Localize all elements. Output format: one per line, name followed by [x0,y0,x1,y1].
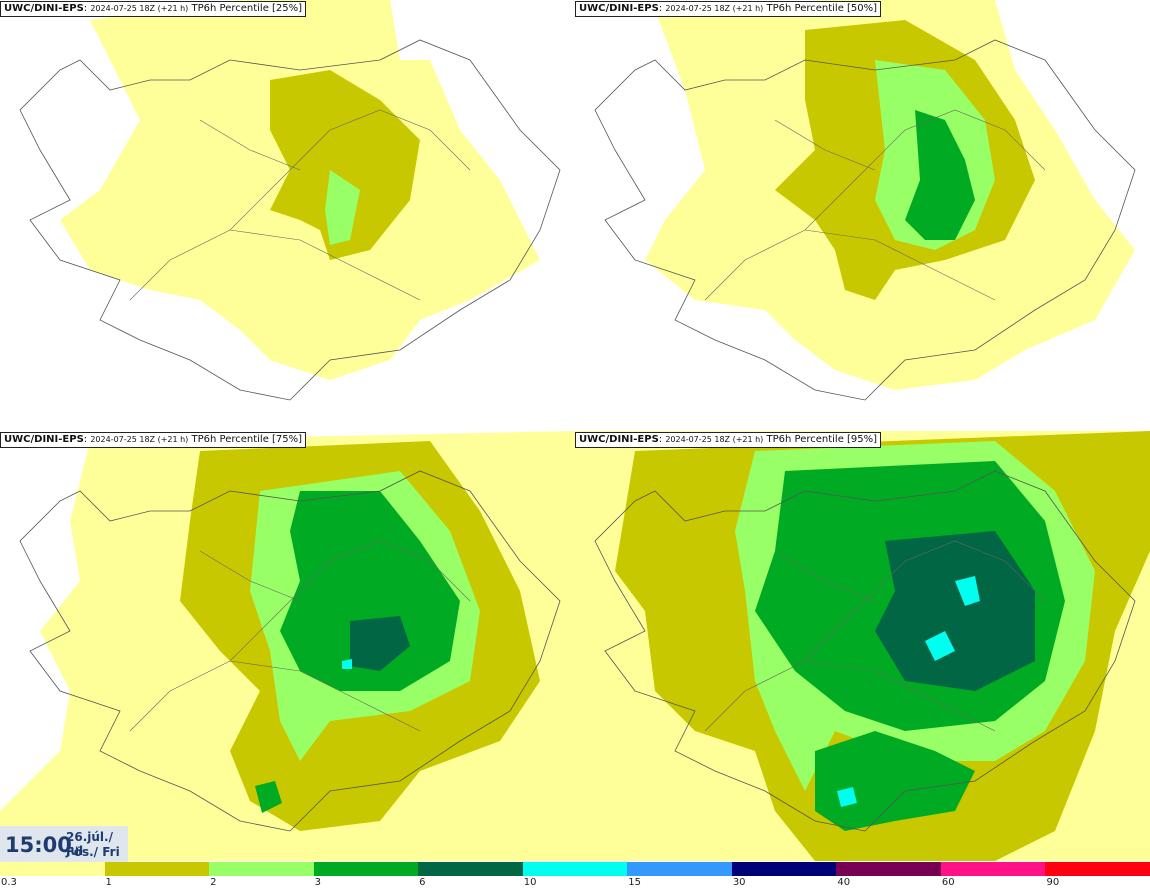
roads [704,540,1046,732]
field-label: TP6h Percentile [75%] [191,434,303,445]
coastline [594,470,1136,832]
coastline [19,470,561,832]
legend-tick-label: 60 [941,877,955,888]
precip-area-green [280,491,460,691]
precip-map-95 [575,431,1150,861]
legend-swatch [313,862,419,876]
precip-map-25 [19,0,561,401]
legend-colorbar [0,862,1150,876]
legend-swatch [731,862,837,876]
field-label: TP6h Percentile [95%] [766,434,878,445]
legend-tick-label: 40 [837,877,851,888]
precip-area-lightgreen [325,170,360,245]
legend-swatch [104,862,210,876]
model-source: UWC/DINI-EPS [579,3,659,14]
precip-map-75 [0,431,575,861]
run-time: 2024-07-25 18Z (+21 h) [90,4,189,13]
panel-title: UWC/DINI-EPS: 2024-07-25 18Z (+21 h) TP6… [575,432,882,448]
legend-tick-label: 1 [105,877,112,888]
precip-area-darkgreen [350,616,410,671]
run-time: 2024-07-25 18Z (+21 h) [90,435,189,444]
field-label: TP6h Percentile [50%] [766,3,878,14]
model-source: UWC/DINI-EPS [579,434,659,445]
legend-tick-label: 30 [732,877,746,888]
map-panel-75: UWC/DINI-EPS: 2024-07-25 18Z (+21 h) TP6… [0,431,575,861]
precip-cell-cyan [342,659,352,669]
panel-title: UWC/DINI-EPS: 2024-07-25 18Z (+21 h) TP6… [0,432,307,448]
legend-tick-label: 15 [628,877,641,888]
legend-ticks: 0.3 1 2 3 6 10 15 30 40 60 90 [0,876,1150,891]
legend-swatch [940,862,1046,876]
legend-swatch [418,862,523,876]
legend-tick-label: 2 [210,877,217,888]
coastline [594,39,1136,401]
model-source: UWC/DINI-EPS [4,434,84,445]
panel-title: UWC/DINI-EPS: 2024-07-25 18Z (+21 h) TP6… [575,1,882,17]
precip-cell-green-south [815,731,975,831]
legend-swatch [209,862,314,876]
panel-title: UWC/DINI-EPS: 2024-07-25 18Z (+21 h) TP6… [0,1,307,17]
precip-map-50 [594,0,1136,401]
roads [704,109,1046,301]
model-source: UWC/DINI-EPS [4,3,84,14]
legend-tick-label: 3 [314,877,321,888]
legend-tick-label: 0.3 [1,877,17,888]
legend-tick-label: 90 [1046,877,1060,888]
run-time: 2024-07-25 18Z (+21 h) [665,435,764,444]
legend-swatch [522,862,628,876]
field-label: TP6h Percentile [25%] [191,3,303,14]
run-time: 2024-07-25 18Z (+21 h) [665,4,764,13]
map-panel-95: UWC/DINI-EPS: 2024-07-25 18Z (+21 h) TP6… [575,431,1150,861]
legend-tick-label: 6 [419,877,426,888]
coastline [19,39,561,401]
precip-area-darkgreen [875,531,1035,691]
valid-time: 15:00 [5,833,72,857]
valid-time-box: 15:00 26.júl./ Jul Fös./ Fri [0,826,128,862]
roads [129,540,471,732]
valid-date: 26.júl./ Jul [66,830,113,858]
legend-swatch [627,862,732,876]
roads [129,109,471,301]
precip-cell-cyan [925,576,980,661]
precip-area-green [905,110,975,240]
legend-tick-label: 10 [523,877,537,888]
precip-cell-green [255,781,282,813]
map-panel-50: UWC/DINI-EPS: 2024-07-25 18Z (+21 h) TP6… [575,0,1150,430]
map-panel-25: UWC/DINI-EPS: 2024-07-25 18Z (+21 h) TP6… [0,0,575,430]
legend-swatch [1045,862,1150,876]
precip-area-olive [270,70,420,260]
precip-cell-cyan-south [837,787,857,807]
legend-swatch [0,862,105,876]
legend-swatch [836,862,941,876]
valid-weekday: Fös./ Fri [66,845,120,859]
